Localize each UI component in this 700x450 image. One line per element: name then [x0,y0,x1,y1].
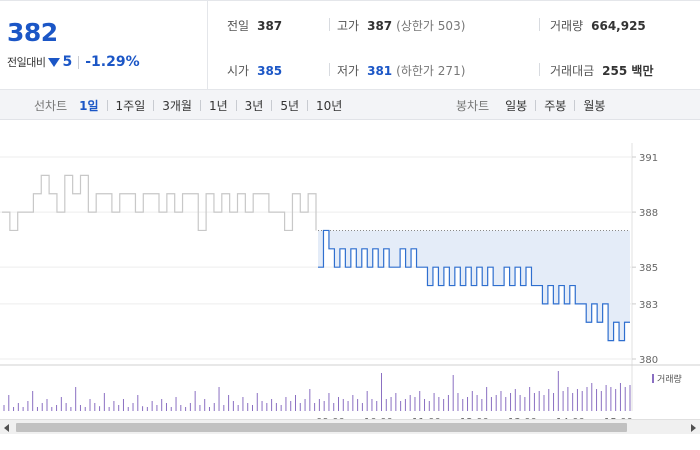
current-price: 382 [7,18,58,47]
volume-legend-swatch [652,374,654,383]
divider [153,99,155,111]
change-label: 전일대비 [7,56,46,69]
change-line: 전일대비 5 -1.29% [7,54,140,70]
stat-value: 664,925 [591,18,646,33]
tab-10-years[interactable]: 10년 [316,98,343,113]
divider [539,63,540,76]
stat-label: 거래대금 [550,64,595,78]
stat-value: 387 [257,18,283,33]
down-arrow-icon [48,57,61,67]
stat-value: 385 [257,63,283,78]
scroll-left-arrow-icon[interactable] [4,424,9,432]
stat-volume: 거래량 664,925 [550,17,646,34]
stat-low: 저가 381 (하한가 271) [337,62,465,79]
tab-3-months[interactable]: 3개월 [162,98,192,113]
limit-up: (상한가 503) [396,19,466,33]
y-tick-label: 391 [639,153,658,164]
divider [574,99,576,111]
divider [199,99,201,111]
chart-period-bar: 선차트 1일 1주일 3개월 1년 3년 5년 10년 봉차트 일봉 주봉 월봉 [0,90,700,120]
limit-up-value: 503 [437,19,461,33]
limit-down: (하한가 271) [396,64,466,78]
stat-label: 시가 [227,64,250,78]
divider [106,99,108,111]
stat-value: 387 [367,18,393,33]
tab-1-year[interactable]: 1년 [208,98,228,113]
divider [307,99,309,111]
divider [78,55,80,69]
limit-down-value: 271 [437,64,461,78]
stat-trade-value: 거래대금 255 백만 [550,62,654,79]
limit-up-label: 상한가 [400,19,434,33]
scroll-right-arrow-icon[interactable] [691,424,696,432]
tab-weekly-candle[interactable]: 주봉 [544,98,567,113]
volume-legend-label: 거래량 [657,373,682,385]
stat-high: 고가 387 (상한가 503) [337,17,465,34]
stat-value: 381 [367,63,393,78]
tab-daily-candle[interactable]: 일봉 [505,98,528,113]
change-percent: -1.29% [85,54,140,70]
tab-monthly-candle[interactable]: 월봉 [583,98,606,113]
y-tick-label: 383 [639,300,658,311]
divider [329,63,330,76]
line-chart-label: 선차트 [34,98,68,113]
stat-label: 거래량 [550,19,584,33]
quote-stats: 전일 387 고가 387 (상한가 503) 거래량 664,925 시가 3… [209,1,700,90]
tab-5-years[interactable]: 5년 [280,98,300,113]
y-tick-label: 385 [639,263,658,274]
change-value: 5 [62,54,73,70]
divider [271,99,273,111]
stat-label: 고가 [337,19,360,33]
series-line-previous [2,174,317,232]
candle-chart-label: 봉차트 [456,98,490,113]
tab-3-years[interactable]: 3년 [244,98,264,113]
candle-chart-group: 봉차트 일봉 주봉 월봉 [456,90,607,120]
line-chart-group: 선차트 1일 1주일 3개월 1년 3년 5년 10년 [34,90,344,120]
stat-value: 255 백만 [602,62,653,79]
trade-value-number: 255 [602,64,628,78]
limit-down-label: 하한가 [400,64,434,78]
tab-1-week[interactable]: 1주일 [115,98,146,113]
quote-summary: 382 전일대비 5 -1.29% 전일 387 고가 387 (상한가 503… [0,0,700,90]
stat-open: 시가 385 [227,62,282,79]
price-panel: 382 전일대비 5 -1.29% [0,1,208,90]
divider [329,18,330,31]
stat-label: 저가 [337,64,360,78]
series-line-today [318,229,630,342]
stat-prev-close: 전일 387 [227,17,282,34]
y-tick-label: 380 [639,355,658,366]
divider [539,18,540,31]
stat-label: 전일 [227,19,250,33]
trade-value-unit: 백만 [631,64,654,78]
y-tick-label: 388 [639,208,658,219]
horizontal-scrollbar[interactable] [0,419,700,434]
tab-1-day[interactable]: 1일 [79,98,99,113]
divider [235,99,237,111]
divider [535,99,537,111]
scrollbar-thumb[interactable] [16,423,627,432]
